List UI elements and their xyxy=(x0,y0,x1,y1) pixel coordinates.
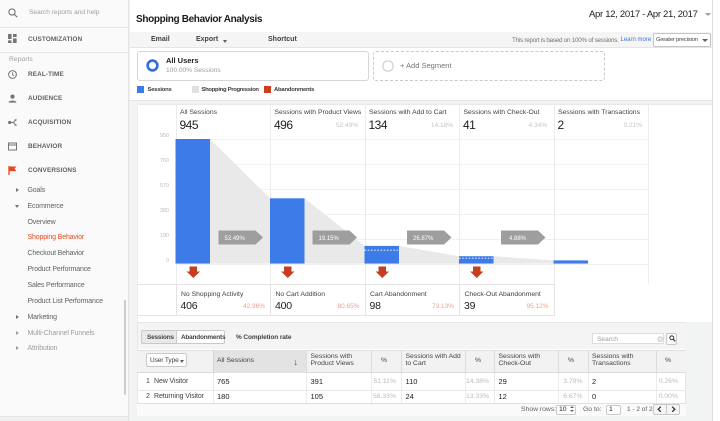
svg-text:26.87%: 26.87% xyxy=(413,236,434,242)
svg-text:52.49%: 52.49% xyxy=(224,236,245,242)
svg-text:4.88%: 4.88% xyxy=(509,236,527,242)
svg-text:19.15%: 19.15% xyxy=(318,236,339,242)
